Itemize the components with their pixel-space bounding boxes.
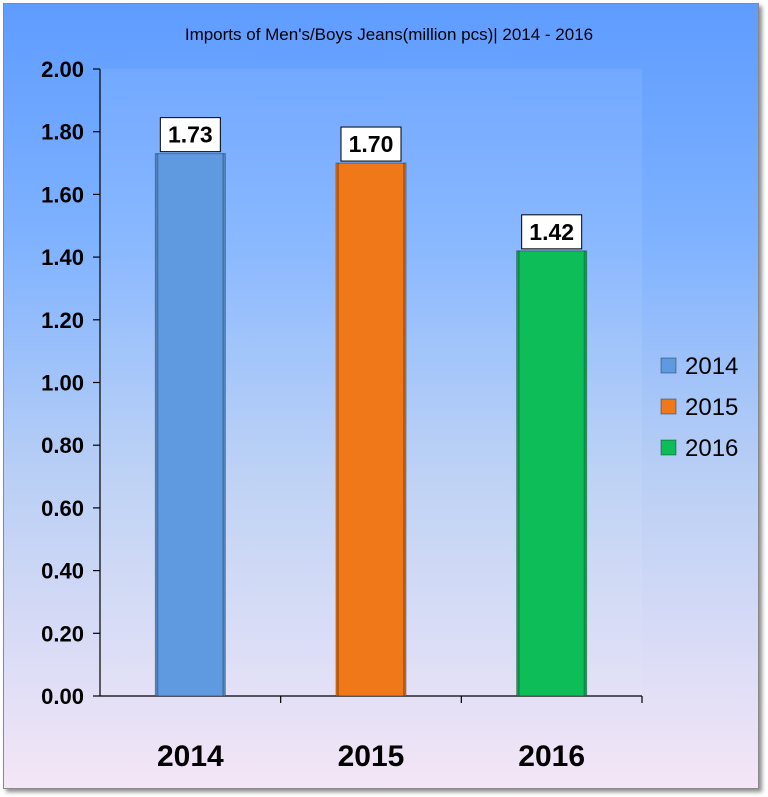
y-axis: 0.00 0.20 0.40 0.60 0.80 1.00 1.20 1.40 1.60 1.80…: [41, 57, 101, 709]
x-tick-label: 2016: [518, 740, 585, 773]
y-tick-label: 1.60: [41, 182, 84, 207]
data-label-box: [340, 126, 402, 162]
y-tick-label: 1.20: [41, 308, 84, 333]
chart-title: Imports of Men's/Boys Jeans(million pcs)…: [185, 25, 593, 44]
legend-label-2014: 2014: [685, 353, 738, 380]
y-tick-label: 1.40: [41, 245, 84, 270]
bar-2015: [335, 162, 407, 697]
chart-frame: Imports of Men's/Boys Jeans(million pcs)…: [3, 3, 759, 789]
y-tick-label: 0.60: [41, 496, 84, 521]
bar-chart: Imports of Men's/Boys Jeans(million pcs)…: [41, 25, 738, 773]
x-tick-label: 2015: [338, 740, 405, 773]
data-label: 1.42: [529, 219, 574, 245]
legend-label-2016: 2016: [685, 435, 738, 462]
data-label-box: [159, 117, 221, 153]
y-tick-label: 0.80: [41, 433, 84, 458]
legend-swatch-2016: [660, 439, 677, 456]
legend-swatch-2015: [660, 398, 677, 415]
y-tick-label: 0.40: [41, 559, 84, 584]
legend-label-2015: 2015: [685, 394, 738, 421]
data-label: 1.73: [168, 122, 213, 148]
y-tick-label: 0.00: [41, 684, 84, 709]
bar-2014: [154, 153, 226, 697]
x-tick-label: 2014: [157, 740, 224, 773]
legend: 2014 2015 2016: [660, 353, 738, 462]
y-tick-label: 0.20: [41, 621, 84, 646]
legend-swatch-2014: [660, 357, 677, 374]
y-tick-label: 1.00: [41, 371, 84, 396]
data-label-box: [521, 214, 583, 250]
y-tick-label: 2.00: [41, 57, 84, 82]
x-axis: 2014 2015 2016: [100, 695, 643, 773]
data-label: 1.70: [349, 131, 394, 157]
y-tick-label: 1.80: [41, 120, 84, 145]
bar-series: [154, 153, 588, 697]
data-labels: 1.73 1.70 1.42: [159, 117, 583, 250]
bar-2016: [516, 250, 588, 697]
